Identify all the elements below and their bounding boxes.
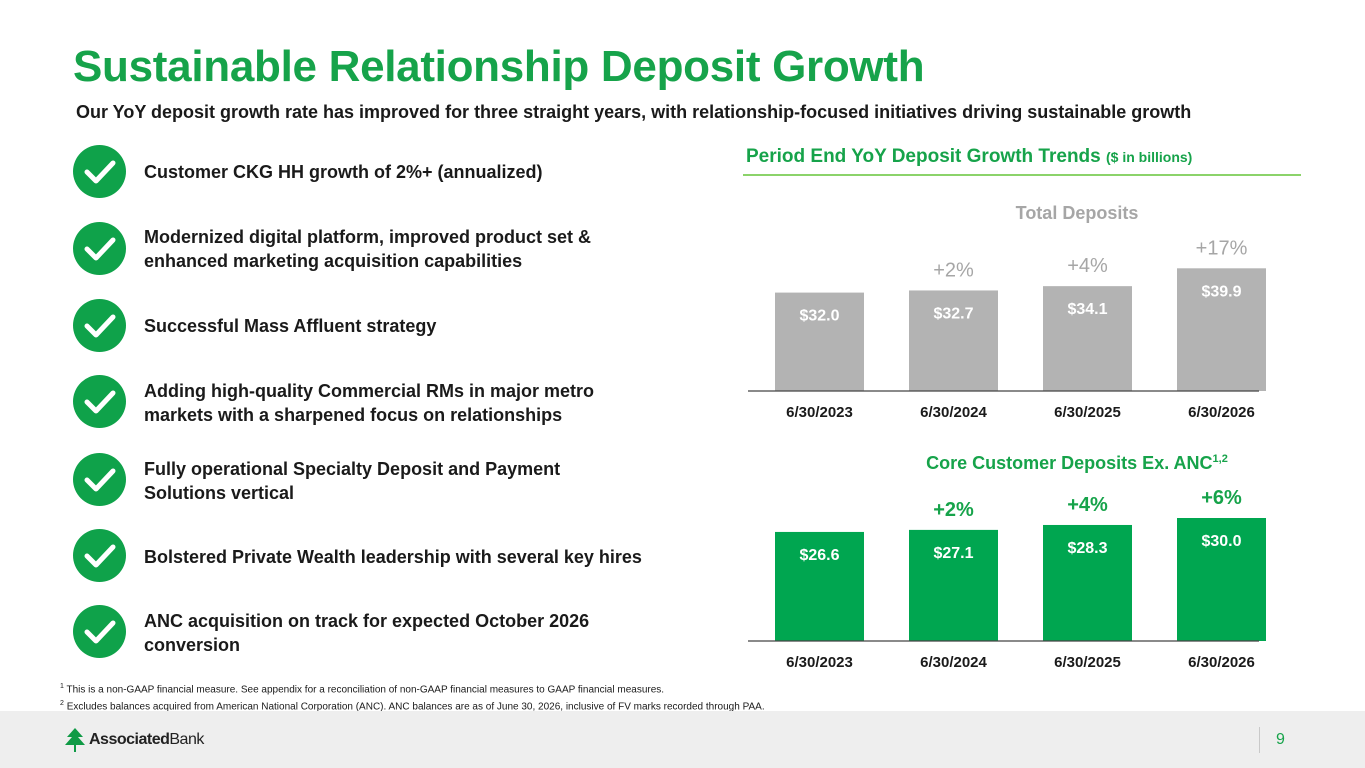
checkmark-icon [73,529,126,582]
category-label: 6/30/2023 [786,404,853,421]
bar [775,531,864,641]
bar [1043,286,1132,391]
bullet-text: Adding high-quality Commercial RMs in ma… [144,381,595,425]
growth-label: +4% [1067,494,1108,516]
bar [909,529,998,641]
chart-title-superscript: 1,2 [1213,453,1228,465]
bar [1177,268,1266,391]
bar-value-label: $34.1 [1067,301,1107,318]
checkmark-icon [73,375,126,428]
page-subtitle: Our YoY deposit growth rate has improved… [76,102,1192,122]
page-title: Sustainable Relationship Deposit Growth [73,42,925,91]
bullet-item: Bolstered Private Wealth leadership with… [73,529,713,583]
bar [1043,524,1132,641]
category-label: 6/30/2025 [1054,654,1121,671]
checkmark-icon [73,453,126,506]
footnote-text: This is a non-GAAP financial measure. Se… [66,684,665,696]
bullet-item: Customer CKG HH growth of 2%+ (annualize… [73,145,713,199]
bullet-text: Customer CKG HH growth of 2%+ (annualize… [144,162,543,182]
bar [909,290,998,391]
bullet-text: Fully operational Specialty Deposit and … [144,459,561,503]
footnote-marker: 2 [60,700,64,708]
category-label: 6/30/2024 [920,404,987,421]
checkmark-icon [73,605,126,658]
bullet-text: Bolstered Private Wealth leadership with… [144,547,642,567]
bar-value-label: $26.6 [799,547,839,564]
associated-bank-tree-icon [65,728,85,752]
chart-title: Core Customer Deposits Ex. ANC1,2 [926,453,1228,473]
chart-section-title: Period End YoY Deposit Growth Trends [746,146,1101,167]
bar-value-label: $27.1 [933,545,973,562]
growth-label: +6% [1201,487,1242,509]
footnote-text: Excludes balances acquired from American… [66,701,765,713]
total-deposits-chart: Total Deposits $32.0 6/30/2023 $32.7 +2% 6/30… [748,203,1266,421]
category-label: 6/30/2026 [1188,654,1255,671]
chart-title: Total Deposits [1016,203,1139,223]
core-customer-deposits-chart: Core Customer Deposits Ex. ANC1,2 $26.6 6/… [748,453,1266,671]
category-label: 6/30/2025 [1054,404,1121,421]
bullet-item: Adding high-quality Commercial RMs in ma… [73,375,713,429]
chart-section-header: Period End YoY Deposit Growth Trends ($ … [746,146,1192,168]
logo-wordmark-regular: Bank [169,731,204,748]
bar-value-label: $30.0 [1201,533,1241,550]
bar-value-label: $32.0 [799,308,839,325]
bar-value-label: $28.3 [1067,540,1107,557]
category-label: 6/30/2023 [786,654,853,671]
bar-value-label: $39.9 [1201,283,1241,300]
bullet-item: Fully operational Specialty Deposit and … [73,453,713,507]
bar-value-label: $32.7 [933,305,973,322]
logo-wordmark-bold: Associated [89,731,170,748]
bullet-item: Modernized digital platform, improved pr… [73,222,713,276]
growth-label: +2% [933,499,974,521]
footnote-marker: 1 [60,683,64,690]
checkmark-icon [73,145,126,198]
category-label: 6/30/2024 [920,654,987,671]
bullet-item: Successful Mass Affluent strategy [73,299,713,353]
growth-label: +4% [1067,255,1108,277]
bullet-text: Modernized digital platform, improved pr… [144,227,592,271]
associated-bank-logo: AssociatedBank [64,727,204,753]
checkmark-icon [73,299,126,352]
bar [1177,518,1266,641]
chart-section-divider [743,174,1301,176]
footer-bar [0,711,1365,768]
growth-label: +2% [933,259,974,281]
bullet-text: Successful Mass Affluent strategy [144,316,437,336]
page-number: 9 [1276,731,1285,748]
footnote: 1 This is a non-GAAP financial measure. … [60,680,765,697]
checkmark-icon [73,222,126,275]
chart-section-unit: ($ in billions) [1106,149,1193,165]
footnotes: 1 This is a non-GAAP financial measure. … [60,680,765,715]
footnote: 2 Excludes balances acquired from Americ… [60,697,765,714]
bullet-text: ANC acquisition on track for expected Oc… [144,611,590,655]
category-label: 6/30/2026 [1188,404,1255,421]
bullet-item: ANC acquisition on track for expected Oc… [73,605,713,659]
growth-label: +17% [1196,237,1248,259]
logo-wordmark: AssociatedBank [89,731,204,749]
page-number-divider [1259,727,1260,753]
bar [775,292,864,391]
